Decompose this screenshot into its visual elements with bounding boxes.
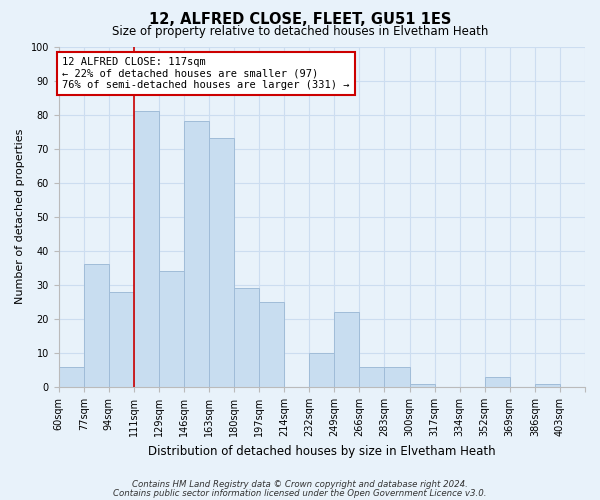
Bar [109, 292, 134, 387]
Bar [59, 366, 84, 387]
Bar [184, 122, 209, 387]
Text: Size of property relative to detached houses in Elvetham Heath: Size of property relative to detached ho… [112, 25, 488, 38]
Bar [309, 353, 334, 387]
Text: Contains HM Land Registry data © Crown copyright and database right 2024.: Contains HM Land Registry data © Crown c… [132, 480, 468, 489]
Text: 12, ALFRED CLOSE, FLEET, GU51 1ES: 12, ALFRED CLOSE, FLEET, GU51 1ES [149, 12, 451, 28]
Bar [209, 138, 234, 387]
Bar [259, 302, 284, 387]
Text: 12 ALFRED CLOSE: 117sqm
← 22% of detached houses are smaller (97)
76% of semi-de: 12 ALFRED CLOSE: 117sqm ← 22% of detache… [62, 56, 350, 90]
Text: Contains public sector information licensed under the Open Government Licence v3: Contains public sector information licen… [113, 488, 487, 498]
Bar [159, 272, 184, 387]
Bar [385, 366, 410, 387]
Bar [234, 288, 259, 387]
Y-axis label: Number of detached properties: Number of detached properties [15, 129, 25, 304]
Bar [485, 377, 510, 387]
Bar [359, 366, 385, 387]
Bar [134, 111, 159, 387]
X-axis label: Distribution of detached houses by size in Elvetham Heath: Distribution of detached houses by size … [148, 444, 496, 458]
Bar [410, 384, 434, 387]
Bar [84, 264, 109, 387]
Bar [334, 312, 359, 387]
Bar [535, 384, 560, 387]
